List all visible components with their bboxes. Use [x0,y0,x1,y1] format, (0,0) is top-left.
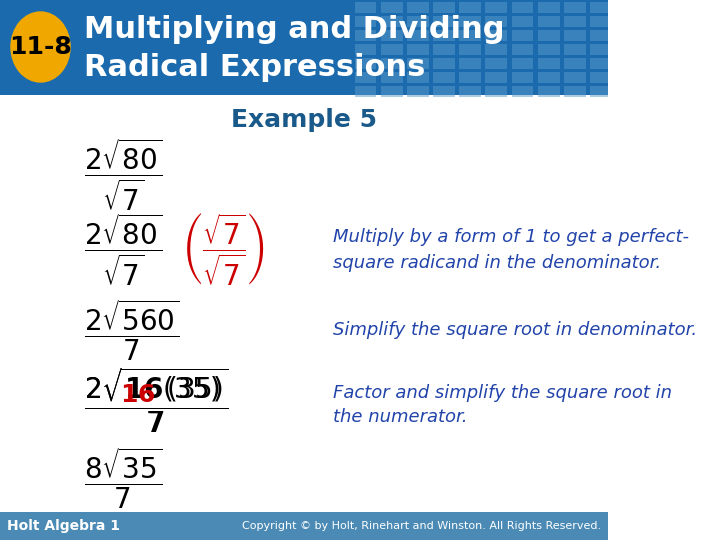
FancyBboxPatch shape [407,72,429,83]
FancyBboxPatch shape [564,30,586,41]
FancyBboxPatch shape [511,72,534,83]
FancyBboxPatch shape [354,72,377,83]
FancyBboxPatch shape [459,16,481,27]
Text: $\dfrac{8\sqrt{35}}{7}$: $\dfrac{8\sqrt{35}}{7}$ [84,446,163,511]
FancyBboxPatch shape [381,86,402,97]
FancyBboxPatch shape [564,2,586,13]
FancyBboxPatch shape [0,0,608,95]
Text: Multiplying and Dividing: Multiplying and Dividing [84,16,505,44]
FancyBboxPatch shape [590,16,612,27]
FancyBboxPatch shape [354,2,377,13]
FancyBboxPatch shape [511,16,534,27]
FancyBboxPatch shape [538,30,559,41]
FancyBboxPatch shape [538,44,559,55]
FancyBboxPatch shape [459,30,481,41]
FancyBboxPatch shape [459,58,481,69]
FancyBboxPatch shape [459,2,481,13]
Text: $\dfrac{2\sqrt{\mathbf{16}(35)}}{7}$: $\dfrac{2\sqrt{\mathbf{16}(35)}}{7}$ [84,366,226,435]
FancyBboxPatch shape [407,58,429,69]
FancyBboxPatch shape [538,86,559,97]
FancyBboxPatch shape [538,16,559,27]
FancyBboxPatch shape [433,16,455,27]
FancyBboxPatch shape [407,2,429,13]
Text: $\dfrac{2\sqrt{80}}{\sqrt{7}}$: $\dfrac{2\sqrt{80}}{\sqrt{7}}$ [84,212,163,288]
FancyBboxPatch shape [433,58,455,69]
FancyBboxPatch shape [459,72,481,83]
FancyBboxPatch shape [0,512,608,540]
Text: $\mathbf{16}$: $\mathbf{16}$ [120,383,156,407]
FancyBboxPatch shape [433,86,455,97]
FancyBboxPatch shape [564,86,586,97]
FancyBboxPatch shape [407,30,429,41]
Text: 11-8: 11-8 [9,35,72,59]
FancyBboxPatch shape [407,16,429,27]
FancyBboxPatch shape [485,44,508,55]
FancyBboxPatch shape [354,44,377,55]
FancyBboxPatch shape [564,72,586,83]
Text: Radical Expressions: Radical Expressions [84,53,426,83]
Text: Copyright © by Holt, Rinehart and Winston. All Rights Reserved.: Copyright © by Holt, Rinehart and Winsto… [242,521,601,531]
Text: Example 5: Example 5 [231,108,377,132]
FancyBboxPatch shape [381,2,402,13]
FancyBboxPatch shape [433,72,455,83]
FancyBboxPatch shape [538,72,559,83]
FancyBboxPatch shape [511,44,534,55]
FancyBboxPatch shape [485,58,508,69]
FancyBboxPatch shape [433,44,455,55]
FancyBboxPatch shape [564,44,586,55]
FancyBboxPatch shape [407,86,429,97]
Text: $\dfrac{2\sqrt{560}}{7}$: $\dfrac{2\sqrt{560}}{7}$ [84,298,180,363]
FancyBboxPatch shape [590,30,612,41]
FancyBboxPatch shape [381,58,402,69]
FancyBboxPatch shape [407,44,429,55]
FancyBboxPatch shape [485,16,508,27]
FancyBboxPatch shape [538,58,559,69]
FancyBboxPatch shape [511,2,534,13]
FancyBboxPatch shape [381,72,402,83]
FancyBboxPatch shape [511,30,534,41]
Text: $\left(\dfrac{\sqrt{7}}{\sqrt{7}}\right)$: $\left(\dfrac{\sqrt{7}}{\sqrt{7}}\right)… [181,212,266,288]
FancyBboxPatch shape [538,2,559,13]
FancyBboxPatch shape [381,44,402,55]
FancyBboxPatch shape [590,58,612,69]
FancyBboxPatch shape [590,86,612,97]
FancyBboxPatch shape [459,86,481,97]
Text: Multiply by a form of 1 to get a perfect-
square radicand in the denominator.: Multiply by a form of 1 to get a perfect… [333,228,690,272]
FancyBboxPatch shape [590,44,612,55]
FancyBboxPatch shape [354,58,377,69]
FancyBboxPatch shape [354,86,377,97]
Text: Factor and simplify the square root in
the numerator.: Factor and simplify the square root in t… [333,383,672,427]
Text: Simplify the square root in denominator.: Simplify the square root in denominator. [333,321,698,339]
FancyBboxPatch shape [381,30,402,41]
Text: Holt Algebra 1: Holt Algebra 1 [6,519,120,533]
Text: $\dfrac{2\sqrt{80}}{\sqrt{7}}$: $\dfrac{2\sqrt{80}}{\sqrt{7}}$ [84,137,163,213]
Circle shape [11,12,70,82]
FancyBboxPatch shape [485,30,508,41]
FancyBboxPatch shape [485,86,508,97]
FancyBboxPatch shape [511,86,534,97]
Text: $\dfrac{2\sqrt{\quad\;\;(35)}}{7}$: $\dfrac{2\sqrt{\quad\;\;(35)}}{7}$ [84,366,229,435]
FancyBboxPatch shape [433,2,455,13]
FancyBboxPatch shape [433,30,455,41]
FancyBboxPatch shape [590,72,612,83]
FancyBboxPatch shape [590,2,612,13]
FancyBboxPatch shape [564,16,586,27]
FancyBboxPatch shape [459,44,481,55]
FancyBboxPatch shape [485,2,508,13]
FancyBboxPatch shape [564,58,586,69]
FancyBboxPatch shape [511,58,534,69]
FancyBboxPatch shape [354,30,377,41]
FancyBboxPatch shape [354,16,377,27]
FancyBboxPatch shape [381,16,402,27]
FancyBboxPatch shape [485,72,508,83]
